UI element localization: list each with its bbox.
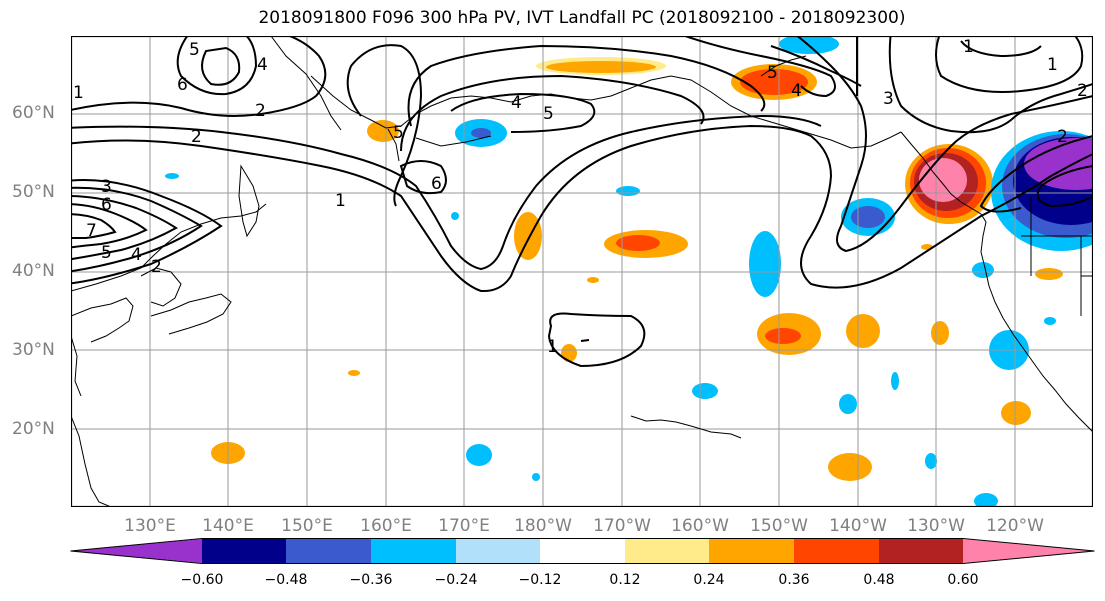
colorbar-tick-label: −0.48	[264, 572, 308, 588]
colorbar-tick-label: 0.12	[609, 572, 641, 588]
colorbar-bin	[879, 539, 963, 563]
colorbar-extend-high	[963, 539, 1094, 563]
colorbar-bin	[540, 539, 625, 563]
contour-label: 5	[767, 63, 778, 83]
contour-label: 1	[73, 83, 84, 103]
pv-contours	[71, 36, 1093, 368]
colorbar-tick-label: 0.48	[863, 572, 895, 588]
contour-label: 1	[335, 191, 346, 211]
map-frame	[71, 36, 1093, 507]
lon-label-170w: 170°W	[593, 516, 651, 536]
contour-label: 3	[883, 89, 894, 109]
contour-label: 2	[1057, 127, 1068, 147]
contour-label: 1	[963, 37, 974, 57]
contour-label: 6	[177, 75, 188, 95]
colorbar-tick-label: 0.60	[947, 572, 979, 588]
colorbar-bin	[202, 539, 286, 563]
lon-label-160w: 160°W	[671, 516, 729, 536]
contour-label: 2	[255, 101, 266, 121]
contour-label: 4	[131, 245, 142, 265]
colorbar	[70, 538, 1095, 564]
lon-label-130w: 130°W	[907, 516, 965, 536]
colorbar-outline	[70, 538, 1095, 564]
gridlines	[71, 36, 1093, 507]
contour-label: 1	[1047, 55, 1058, 75]
contour-label: 5	[189, 40, 200, 60]
colorbar-tick-label: −0.24	[434, 572, 478, 588]
colorbar-tick-label: 0.36	[778, 572, 810, 588]
colorbar-bin	[456, 539, 540, 563]
contour-label: 2	[151, 257, 162, 277]
lon-label-130e: 130°E	[124, 516, 176, 536]
colorbar-bin	[794, 539, 879, 563]
lon-label-150e: 150°E	[281, 516, 333, 536]
contour-label: 2	[1077, 81, 1088, 101]
contour-label: 7	[86, 221, 97, 241]
contour-label: 1	[547, 337, 558, 357]
colorbar-tick-label: −0.60	[180, 572, 224, 588]
lat-label-50n: 50°N	[12, 182, 55, 202]
map-title: 2018091800 F096 300 hPa PV, IVT Landfall…	[258, 8, 906, 28]
lon-label-160e: 160°E	[360, 516, 412, 536]
pv-contour-labels: 5 6 4 2 1 2 3 6 7 5 4 2 4 5 5 6 1 5 4 3 …	[73, 37, 1088, 357]
colorbar-tick-label: −0.36	[349, 572, 393, 588]
contour-label: 2	[191, 127, 202, 147]
coastlines	[71, 36, 1093, 507]
contour-label: 6	[101, 195, 112, 215]
lon-label-150w: 150°W	[750, 516, 808, 536]
contour-label: 5	[393, 123, 404, 143]
contour-label: 5	[101, 243, 112, 263]
lat-label-20n: 20°N	[12, 419, 55, 439]
lat-label-30n: 30°N	[12, 340, 55, 360]
lon-label-140w: 140°W	[829, 516, 887, 536]
lat-label-60n: 60°N	[12, 103, 55, 123]
contour-label: 3	[101, 177, 112, 197]
colorbar-bin	[371, 539, 456, 563]
colorbar-tick-label: 0.24	[693, 572, 725, 588]
lon-label-170e: 170°E	[438, 516, 490, 536]
lon-label-120w: 120°W	[986, 516, 1044, 536]
contour-label: 5	[543, 104, 554, 124]
contour-label: 4	[511, 93, 522, 113]
map-panel: 5 6 4 2 1 2 3 6 7 5 4 2 4 5 5 6 1 5 4 3 …	[71, 36, 1093, 507]
positive-anomaly	[211, 57, 1063, 481]
contour-label: 4	[257, 55, 268, 75]
lon-label-180w: 180°W	[514, 516, 572, 536]
lat-label-40n: 40°N	[12, 261, 55, 281]
lon-label-140e: 140°E	[202, 516, 254, 536]
colorbar-bin	[625, 539, 709, 563]
colorbar-bin	[709, 539, 794, 563]
contour-label: 6	[431, 174, 442, 194]
colorbar-bin	[286, 539, 371, 563]
contour-label: 4	[791, 81, 802, 101]
colorbar-extend-low	[70, 539, 202, 563]
colorbar-tick-label: −0.12	[518, 572, 562, 588]
